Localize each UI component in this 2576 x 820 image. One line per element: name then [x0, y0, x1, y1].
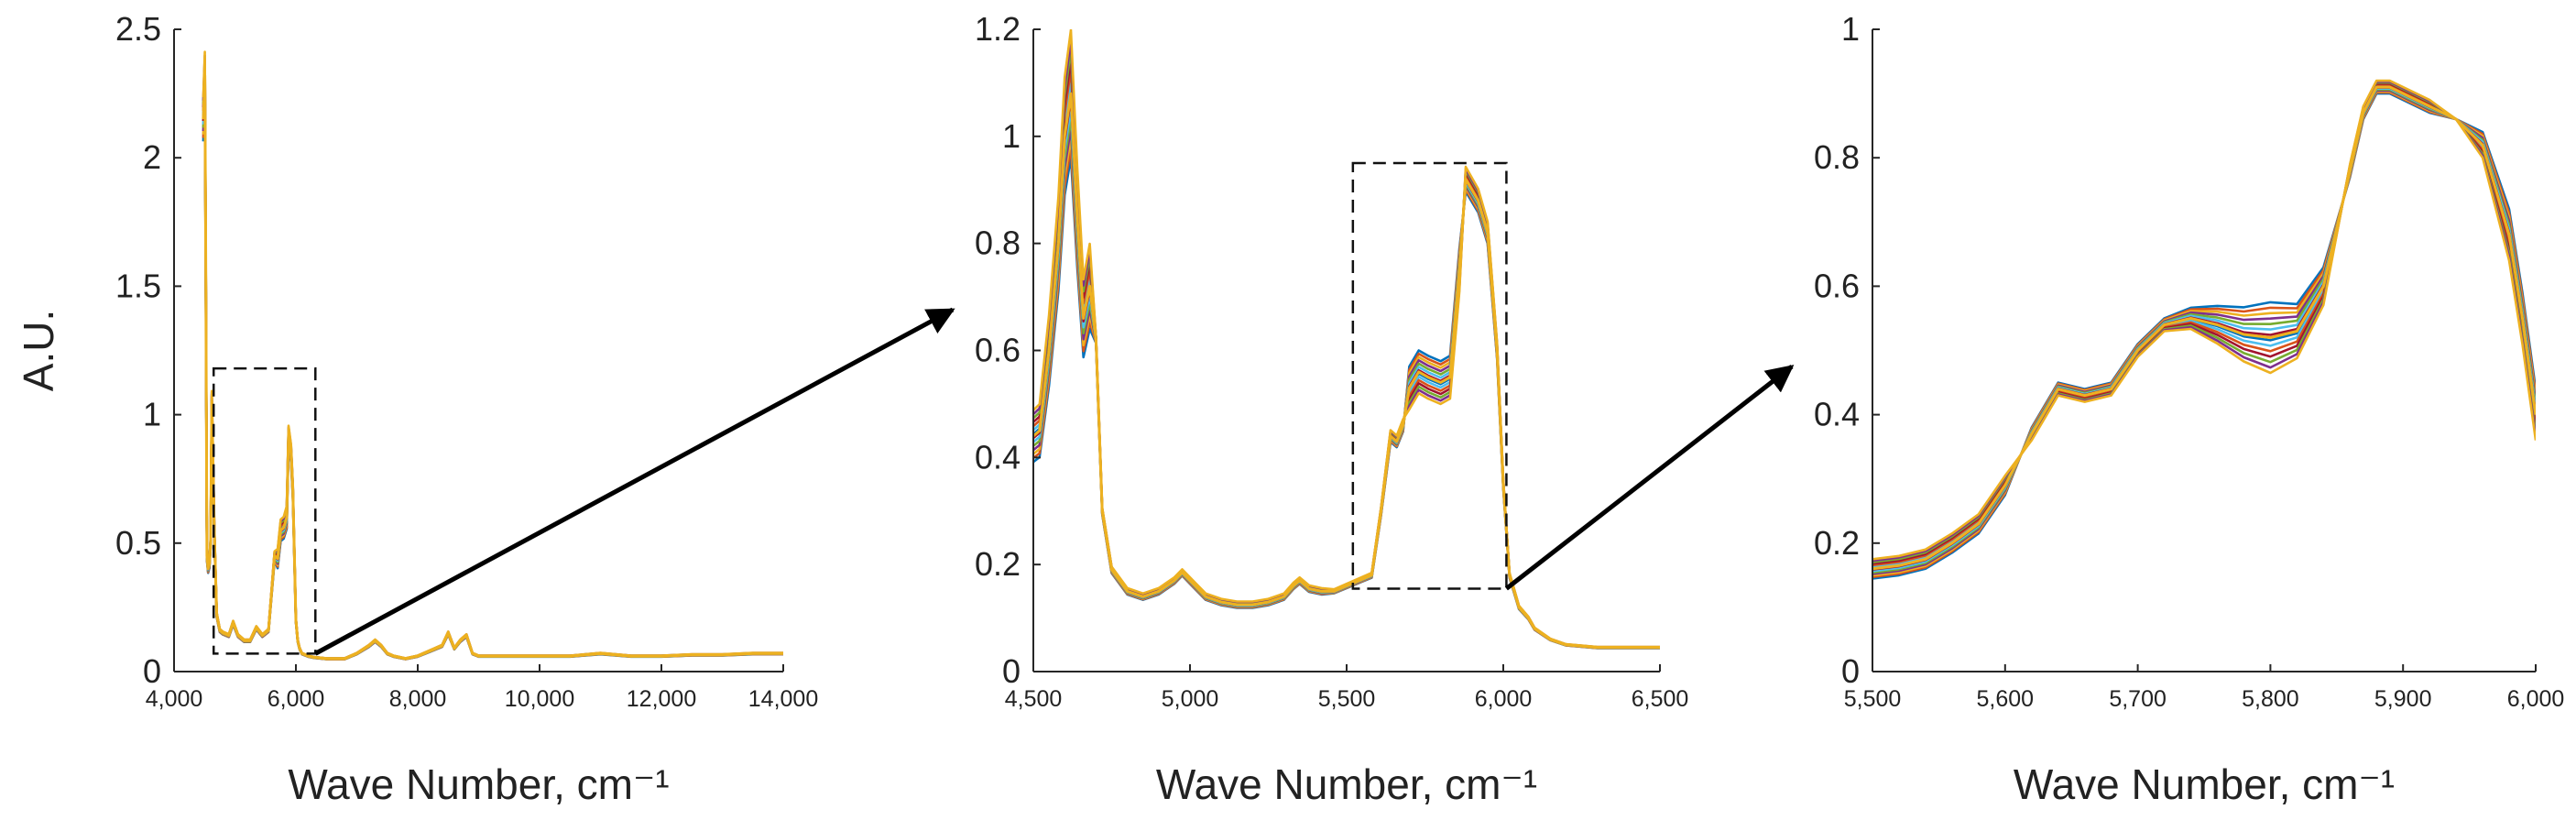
spectrum-line [202, 83, 783, 661]
y-tick-label: 0.4 [1814, 396, 1860, 433]
y-tick-label: 2.5 [115, 10, 161, 48]
spectrum-line [1033, 29, 1660, 649]
spectrum-line [202, 50, 783, 660]
spectrum-line [202, 80, 783, 661]
y-tick-label: 1 [143, 396, 161, 433]
spectrum-line [1033, 116, 1660, 650]
chart-panel-3: 5,500 5,600 5,700 5,800 5,900 6,000 0 0.2 0.4 0.6… [1814, 10, 2564, 808]
x-tick-label: 12,000 [627, 686, 696, 712]
x-axis-label: Wave Number, cm⁻¹ [288, 760, 669, 808]
y-axis-label: A.U. [15, 310, 62, 391]
spectrum-line [1033, 92, 1660, 650]
x-tick-label: 6,000 [1475, 686, 1533, 712]
x-tick-label: 6,000 [2507, 686, 2565, 712]
spectrum-line [202, 94, 783, 661]
spectrum-line [202, 72, 783, 661]
x-tick-label: 4,000 [146, 686, 203, 712]
x-tick-label: 14,000 [748, 686, 818, 712]
x-axis-label: Wave Number, cm⁻¹ [2014, 760, 2395, 808]
zoom-arrow [1504, 365, 1795, 591]
y-tick-label: 0.8 [975, 224, 1021, 262]
series-group [1872, 79, 2536, 580]
spectrum-line [1033, 38, 1660, 649]
y-tick-label: 0.6 [975, 332, 1021, 369]
spectrum-line [1872, 85, 2536, 571]
y-tick-label: 0.6 [1814, 267, 1860, 304]
x-tick-label: 5,600 [1977, 686, 2035, 712]
spectrum-line [1033, 126, 1660, 650]
spectrum-line [1033, 77, 1660, 649]
spectrum-line [202, 65, 783, 661]
spectrum-line [1033, 156, 1660, 650]
y-tick-label: 0.2 [975, 545, 1021, 583]
spectrum-line [1033, 68, 1660, 649]
spectrum-line [1872, 79, 2536, 561]
spectrum-line [202, 87, 783, 661]
x-tick-label: 10,000 [505, 686, 574, 712]
y-tick-label: 2 [143, 138, 161, 176]
x-axis-label: Wave Number, cm⁻¹ [1156, 760, 1537, 808]
y-tick-label: 0 [1841, 652, 1860, 690]
spectrum-line [202, 98, 783, 661]
x-tick-label: 8,000 [389, 686, 447, 712]
zoom-region-box [212, 366, 317, 655]
x-tick-label: 5,900 [2374, 686, 2432, 712]
zoom-region-box [1351, 161, 1508, 590]
spectrum-line [202, 74, 783, 661]
chart-panel-2: 4,500 5,000 5,500 6,000 6,500 0 0.2 0.4 0.6 0.8 1 1… [975, 10, 1688, 808]
x-tick-label: 5,500 [1844, 686, 1902, 712]
y-tick-label: 1 [1841, 10, 1860, 48]
zoom-arrow [314, 307, 955, 656]
y-tick-label: 0 [143, 652, 161, 690]
x-tick-label: 5,500 [1318, 686, 1376, 712]
x-tick-label: 4,500 [1005, 686, 1063, 712]
spectrum-line [202, 91, 783, 661]
y-tick-label: 0.8 [1814, 138, 1860, 176]
spectrum-line [202, 69, 783, 661]
y-tick-label: 1 [1002, 117, 1021, 155]
spectrum-line [1033, 146, 1660, 650]
y-tick-label: 1.2 [975, 10, 1021, 48]
chart-panel-1: 4,000 6,000 8,000 10,000 12,000 14,000 0 0.5 1 1.… [15, 10, 818, 808]
x-tick-label: 6,000 [267, 686, 325, 712]
spectrum-line [1033, 97, 1660, 650]
spectrum-line [202, 54, 783, 660]
y-tick-label: 0.4 [975, 438, 1021, 476]
spectrum-line [1033, 136, 1660, 650]
y-tick-label: 1.5 [115, 267, 161, 304]
spectrum-line [1033, 87, 1660, 650]
spectrum-line [1033, 106, 1660, 650]
series-group [202, 50, 783, 661]
spectrum-line [1033, 58, 1660, 649]
spectrum-line [202, 76, 783, 661]
x-tick-label: 5,700 [2109, 686, 2167, 712]
spectrum-line [1033, 48, 1660, 649]
series-group [1033, 29, 1660, 650]
spectrum-line [202, 61, 783, 661]
x-tick-label: 5,800 [2242, 686, 2299, 712]
spectrum-line [202, 58, 783, 660]
x-tick-label: 5,000 [1162, 686, 1219, 712]
x-tick-label: 6,500 [1632, 686, 1689, 712]
y-tick-label: 0.2 [1814, 524, 1860, 562]
y-tick-label: 0.5 [115, 524, 161, 562]
y-tick-label: 0 [1002, 652, 1021, 690]
